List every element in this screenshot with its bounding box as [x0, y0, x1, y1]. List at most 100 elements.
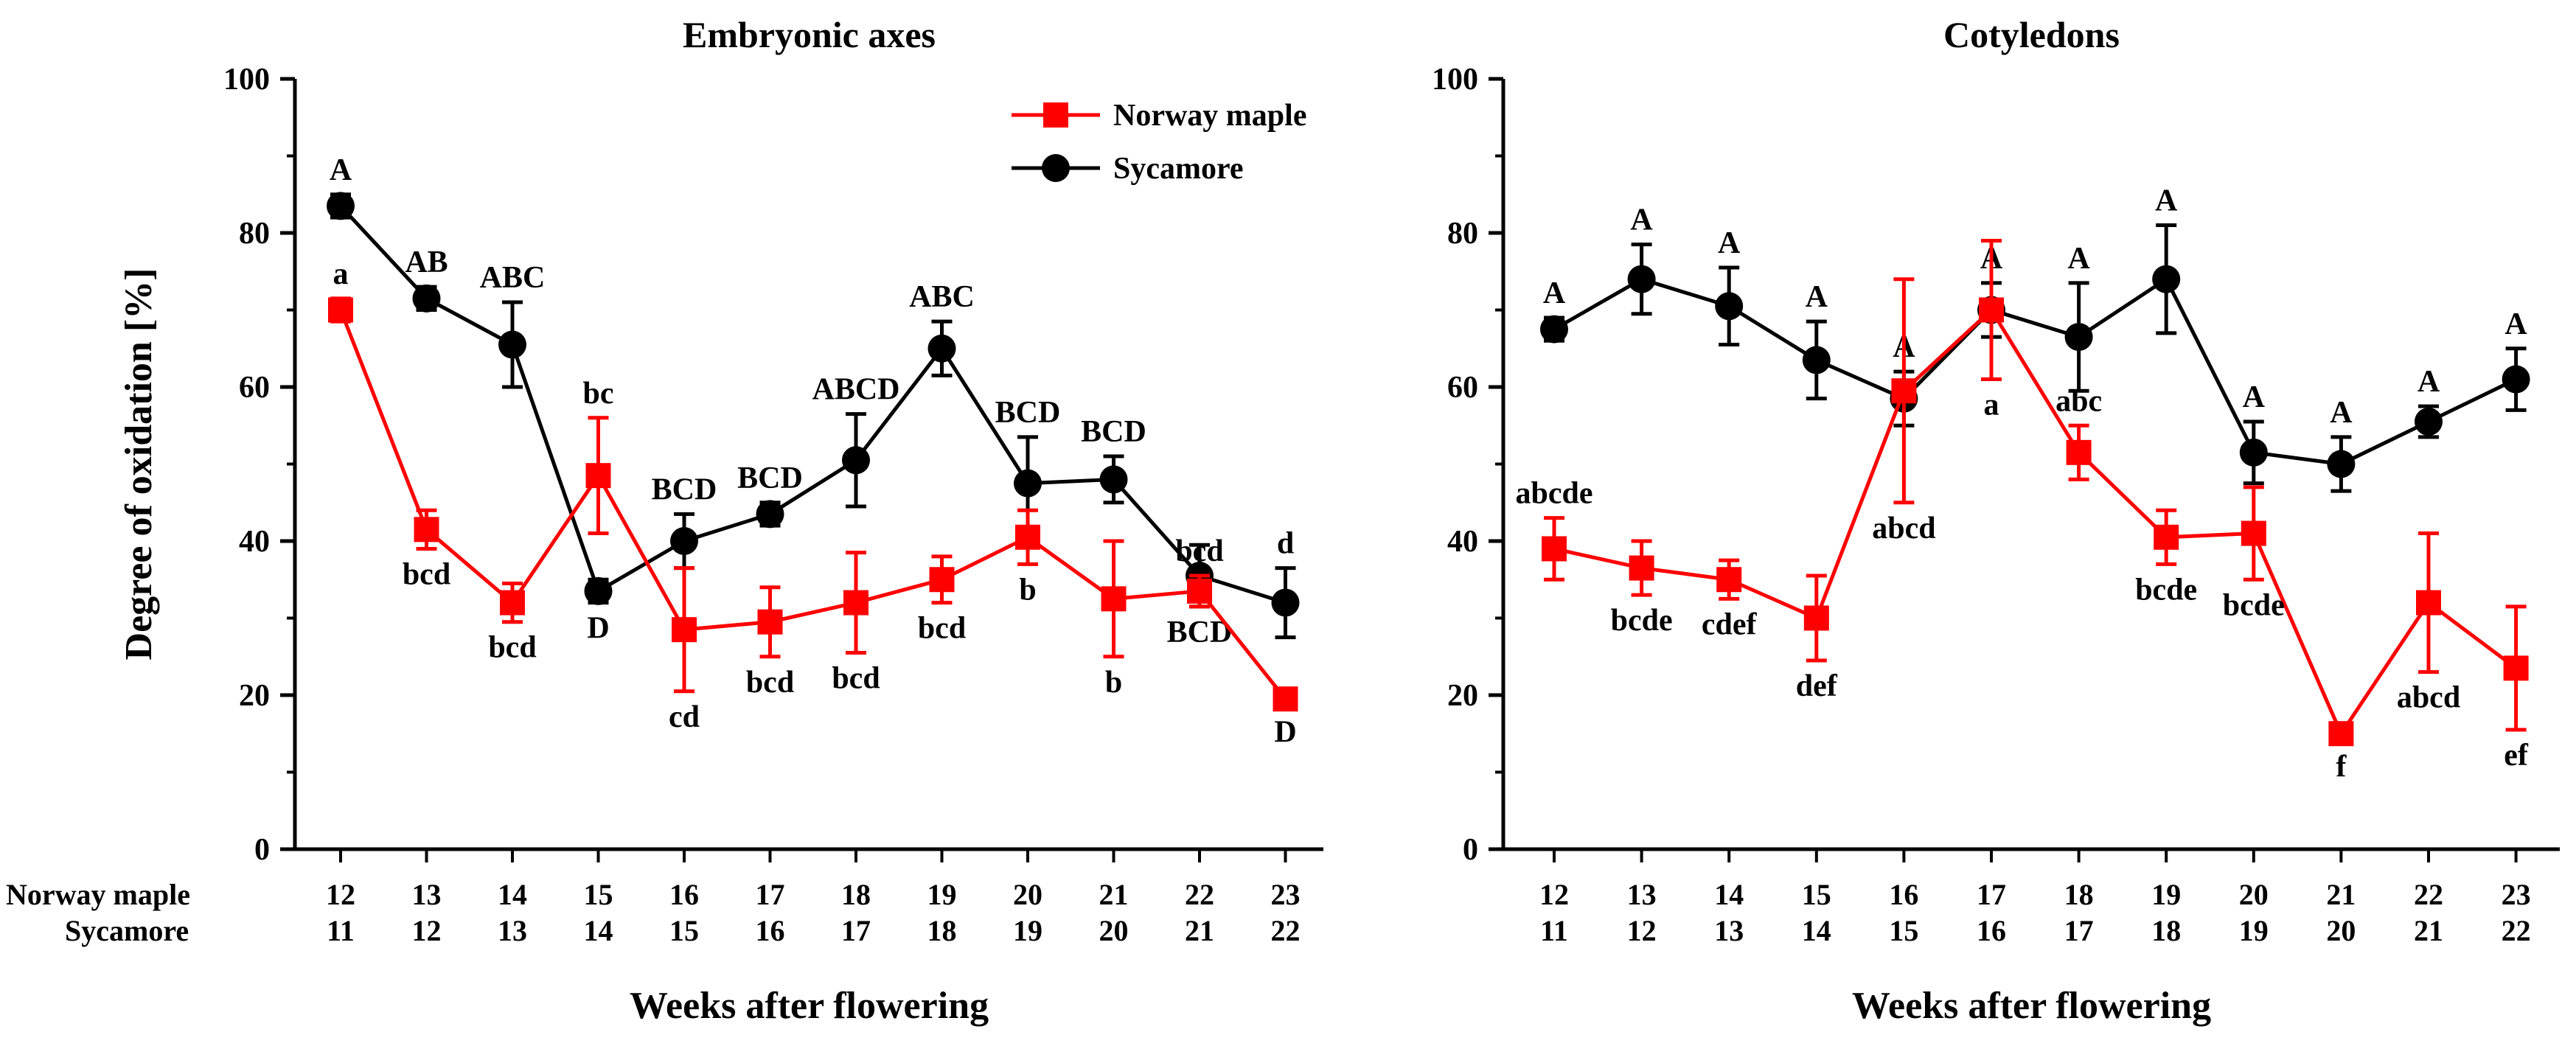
- x-tick-label-sycamore: 16: [756, 914, 785, 947]
- significance-label: bcde: [2223, 588, 2285, 622]
- x-tick-label-sycamore: 13: [1714, 914, 1744, 947]
- x-tick-label-norway: 22: [1185, 878, 1214, 911]
- data-point-square: [500, 590, 525, 616]
- significance-label: BCD: [995, 396, 1061, 430]
- significance-label: b: [1105, 666, 1122, 700]
- significance-label: ABCD: [812, 373, 899, 407]
- y-tick-label: 100: [223, 63, 270, 97]
- legend: Norway maple Sycamore: [1012, 99, 1306, 186]
- data-point-square: [2416, 590, 2441, 616]
- legend-label: Norway maple: [1113, 99, 1306, 133]
- significance-label: abcd: [1872, 512, 1935, 545]
- significance-label: A: [330, 153, 352, 187]
- data-point-circle: [670, 527, 698, 555]
- x-tick-label-sycamore: 21: [2414, 914, 2443, 947]
- y-tick-label: 80: [1447, 217, 1478, 251]
- x-axis-label: Weeks after flowering: [1852, 985, 2211, 1027]
- x-tick-label-norway: 22: [2414, 878, 2443, 911]
- significance-label: cd: [669, 700, 700, 734]
- significance-label: ABC: [909, 280, 975, 314]
- significance-label: abcd: [2397, 681, 2460, 715]
- series-norway-maple: a bcd bcd bc cd bcd bcd bcd b b bcd D: [328, 257, 1298, 750]
- x-tick-label-norway: 18: [841, 878, 871, 911]
- significance-label: BCD: [1081, 415, 1146, 449]
- x-tick-label-norway: 19: [2151, 878, 2181, 911]
- x-tick-label-sycamore: 18: [2151, 914, 2181, 947]
- data-point-circle: [756, 500, 784, 529]
- data-point-square: [1015, 524, 1040, 550]
- data-point-circle: [2415, 408, 2443, 436]
- x-tick-label-norway: 23: [1271, 878, 1301, 911]
- x-tick-label-sycamore: 12: [1627, 914, 1657, 947]
- x-tick-label-norway: 16: [669, 878, 699, 911]
- y-axis-label: Degree of oxidation [%]: [118, 268, 160, 660]
- x-tick-label-norway: 21: [1099, 878, 1129, 911]
- data-point-square: [757, 609, 783, 635]
- significance-label: A: [2243, 380, 2266, 414]
- data-point-circle: [2327, 450, 2356, 478]
- data-point-square: [1979, 297, 2004, 323]
- series-line: [1553, 276, 2517, 467]
- significance-label: AB: [405, 245, 448, 279]
- x-tick-label-norway: 13: [1627, 878, 1657, 911]
- x-tick-label-norway: 20: [1013, 878, 1042, 911]
- x-tick-label-sycamore: 20: [2326, 914, 2356, 947]
- y-tick-label: 20: [239, 679, 270, 713]
- x-tick-label-sycamore: 13: [498, 914, 527, 947]
- data-point-circle: [927, 334, 956, 363]
- x-tick-label-norway: 14: [1714, 878, 1744, 911]
- data-point-square: [2328, 721, 2354, 747]
- significance-label: bcde: [1611, 604, 1673, 638]
- significance-label: A: [2330, 396, 2353, 430]
- x-tick-label-sycamore: 16: [1977, 914, 2006, 947]
- data-point-circle: [1014, 469, 1042, 498]
- legend-marker-circle: [1042, 154, 1070, 182]
- data-point-square: [929, 567, 955, 593]
- data-point-square: [672, 617, 697, 643]
- x-tick-label-sycamore: 12: [412, 914, 442, 947]
- significance-label: A: [2504, 307, 2527, 341]
- significance-label: bcd: [918, 612, 966, 646]
- series-sycamore: AAAAAAAAAAAA: [1540, 184, 2530, 493]
- significance-label: def: [1796, 669, 1838, 703]
- data-point-square: [1891, 378, 1917, 404]
- y-tick-label: 0: [1463, 833, 1478, 867]
- row-label-sycamore: Sycamore: [65, 914, 189, 947]
- x-tick-label-sycamore: 20: [1099, 914, 1129, 947]
- y-tick-label: 20: [1447, 679, 1478, 713]
- x-axis-label: Weeks after flowering: [630, 985, 989, 1027]
- x-tick-label-sycamore: 19: [2239, 914, 2269, 947]
- significance-label: bcd: [488, 631, 536, 665]
- y-tick-label: 60: [1447, 371, 1478, 405]
- chart-title: Embryonic axes: [683, 14, 936, 55]
- series-line: [339, 204, 1287, 604]
- x-tick-label-sycamore: 11: [1540, 914, 1568, 947]
- x-tick-label-norway: 21: [2326, 878, 2356, 911]
- chart-title: Cotyledons: [1943, 14, 2120, 55]
- significance-label: b: [1019, 573, 1036, 607]
- x-tick-label-norway: 12: [1539, 878, 1569, 911]
- series-line: [1553, 307, 2518, 738]
- data-point-square: [1187, 578, 1212, 604]
- data-point-square: [585, 463, 611, 489]
- significance-label: ABC: [480, 261, 546, 295]
- significance-label: A: [1543, 276, 1566, 310]
- data-point-square: [2066, 439, 2092, 465]
- significance-label: D: [587, 612, 609, 646]
- data-point-square: [1629, 555, 1654, 581]
- x-tick-label-norway: 16: [1889, 878, 1918, 911]
- x-tick-label-sycamore: 22: [1271, 914, 1301, 947]
- significance-label: f: [2336, 750, 2347, 784]
- data-point-circle: [1099, 465, 1128, 494]
- significance-label: a: [333, 257, 349, 291]
- data-point-square: [1803, 605, 1829, 631]
- data-point-circle: [1540, 315, 1568, 344]
- data-point-square: [2154, 524, 2179, 550]
- x-tick-label-norway: 14: [498, 878, 527, 911]
- data-point-circle: [1715, 292, 1744, 321]
- data-point-square: [2241, 520, 2266, 546]
- significance-label: bcd: [746, 666, 794, 700]
- data-point-circle: [2239, 438, 2268, 467]
